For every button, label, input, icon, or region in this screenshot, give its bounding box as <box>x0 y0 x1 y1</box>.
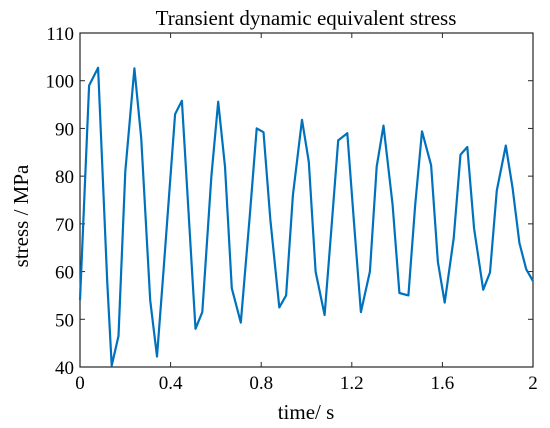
x-tick-label: 0 <box>75 373 85 394</box>
y-tick-label: 90 <box>55 119 74 140</box>
y-axis-label: stress / MPa <box>9 164 33 267</box>
x-tick-label: 0.8 <box>249 373 273 394</box>
plot-area <box>78 32 534 368</box>
y-tick-label: 80 <box>55 167 74 188</box>
plot-frame <box>79 32 534 368</box>
y-tick-label: 70 <box>55 215 74 236</box>
x-tick-label: 1.2 <box>340 373 364 394</box>
y-tick-label: 110 <box>46 24 74 45</box>
x-axis-label: time/ s <box>278 400 335 424</box>
series-layer <box>78 66 534 367</box>
y-tick-label: 40 <box>55 358 74 379</box>
chart-title: Transient dynamic equivalent stress <box>156 6 457 30</box>
y-tick-label: 100 <box>46 72 75 93</box>
y-tick-label: 60 <box>55 263 74 284</box>
x-tick-label: 2 <box>528 373 538 394</box>
series-line <box>78 66 534 367</box>
y-tick-label: 50 <box>55 310 74 331</box>
x-tick-label: 1.6 <box>431 373 455 394</box>
tick-labels: 0 0.4 0.8 1.2 1.6 2 40 50 60 70 80 90 100 110 <box>46 24 538 394</box>
x-tick-label: 0.4 <box>159 373 183 394</box>
